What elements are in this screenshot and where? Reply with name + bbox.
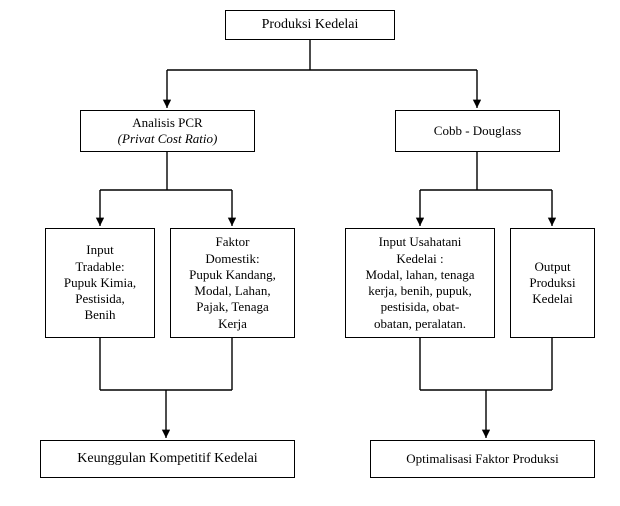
node-line: Pupuk Kandang, (189, 267, 276, 283)
node-line: obatan, peralatan. (374, 316, 466, 332)
node-line: Output (534, 259, 570, 275)
node-optimalisasi-faktor: Optimalisasi Faktor Produksi (370, 440, 595, 478)
node-line: Kedelai (532, 291, 572, 307)
node-line: pestisida, obat- (381, 299, 460, 315)
node-line-1: Analisis PCR (132, 115, 202, 131)
node-label: Optimalisasi Faktor Produksi (406, 451, 558, 467)
node-input-usahatani: Input UsahataniKedelai :Modal, lahan, te… (345, 228, 495, 338)
node-line: Tradable: (75, 259, 124, 275)
node-label: Produksi Kedelai (262, 16, 359, 34)
node-analisis-pcr: Analisis PCR (Privat Cost Ratio) (80, 110, 255, 152)
node-line: Pupuk Kimia, (64, 275, 136, 291)
node-faktor-domestik: FaktorDomestik:Pupuk Kandang,Modal, Laha… (170, 228, 295, 338)
node-line: Input Usahatani (379, 234, 462, 250)
node-line-2: (Privat Cost Ratio) (118, 131, 218, 147)
node-line: Input (86, 242, 113, 258)
node-line: Produksi (529, 275, 575, 291)
node-line: Modal, Lahan, (194, 283, 270, 299)
node-line: Faktor (216, 234, 250, 250)
node-label: Keunggulan Kompetitif Kedelai (77, 450, 257, 468)
node-keunggulan-kompetitif: Keunggulan Kompetitif Kedelai (40, 440, 295, 478)
node-line: Benih (84, 307, 115, 323)
node-cobb-douglass: Cobb - Douglass (395, 110, 560, 152)
node-produksi-kedelai: Produksi Kedelai (225, 10, 395, 40)
node-line: Pestisida, (75, 291, 124, 307)
node-line: Kerja (218, 316, 247, 332)
node-line: Kedelai : (396, 251, 443, 267)
node-output-produksi: OutputProduksiKedelai (510, 228, 595, 338)
node-line-2-inner: Privat Cost Ratio (122, 131, 213, 146)
node-label: Cobb - Douglass (434, 123, 521, 139)
node-line: Pajak, Tenaga (196, 299, 269, 315)
node-line: kerja, benih, pupuk, (368, 283, 472, 299)
node-line: Domestik: (205, 251, 259, 267)
node-input-tradable: InputTradable:Pupuk Kimia,Pestisida,Beni… (45, 228, 155, 338)
node-line: Modal, lahan, tenaga (365, 267, 474, 283)
